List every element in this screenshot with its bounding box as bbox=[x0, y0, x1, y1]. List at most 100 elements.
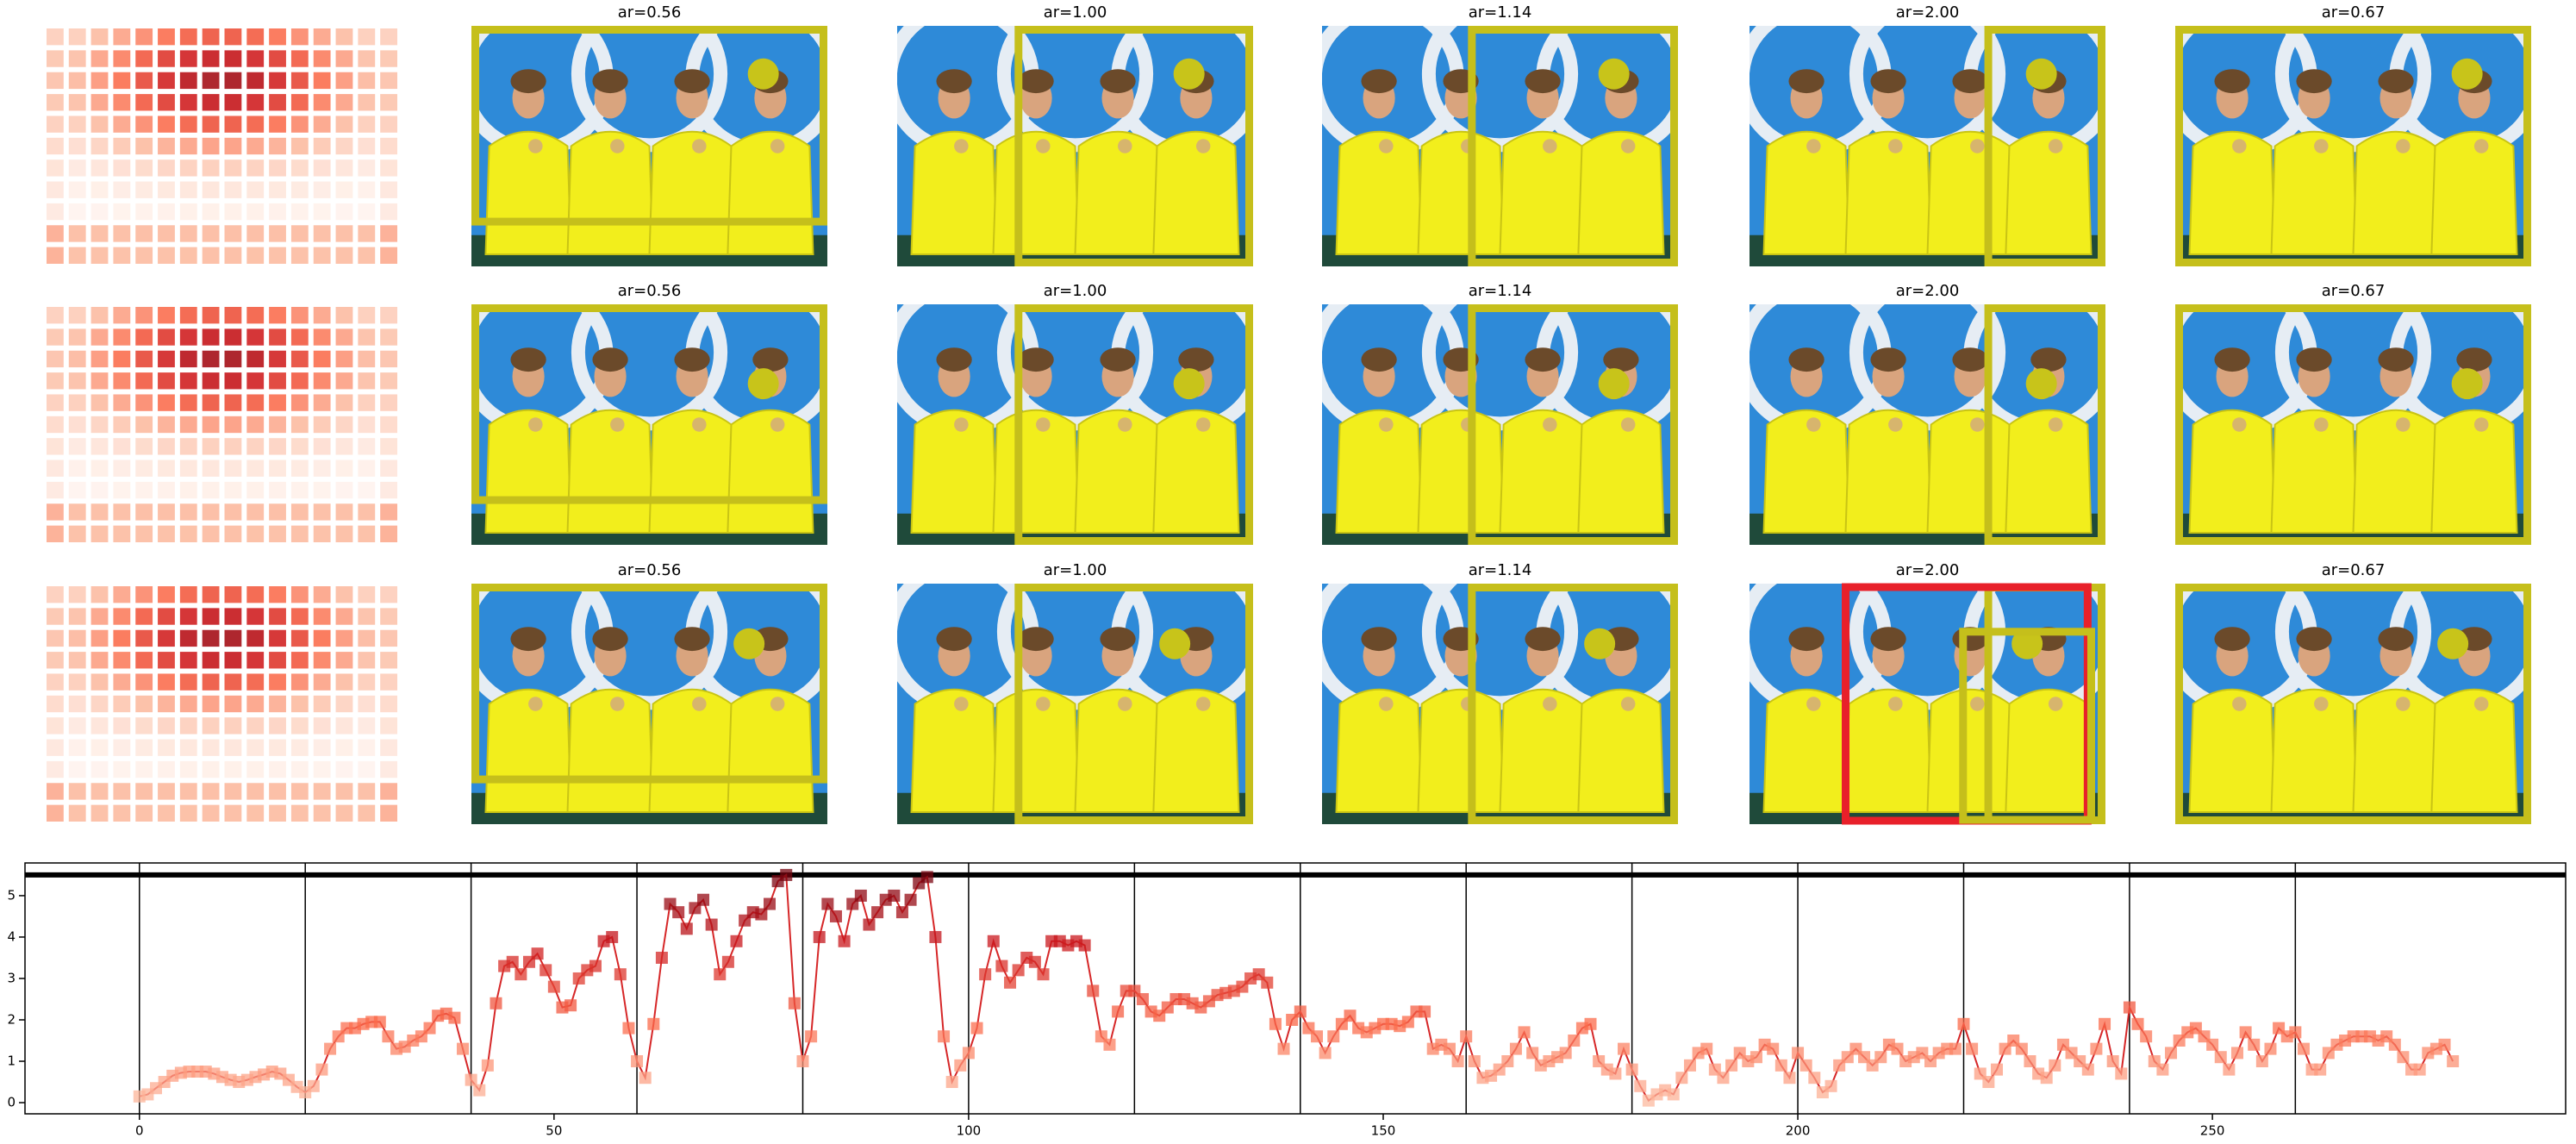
heatmap-cell bbox=[47, 181, 64, 198]
heatmap-cell bbox=[47, 350, 64, 368]
heatmap-cell bbox=[224, 94, 242, 111]
point-marker bbox=[639, 1072, 652, 1085]
crop-box bbox=[1014, 584, 1254, 824]
heatmap-cell bbox=[290, 804, 309, 822]
point-marker bbox=[2106, 1055, 2119, 1068]
heatmap-cell bbox=[90, 159, 109, 177]
heatmap-cell bbox=[224, 629, 242, 647]
heatmap-cell bbox=[269, 503, 286, 521]
heatmap-cell bbox=[90, 503, 109, 521]
y-tick-label: 0 bbox=[7, 1095, 16, 1110]
jacket bbox=[484, 409, 572, 534]
panel-title: ar=0.56 bbox=[618, 3, 682, 22]
heatmap-cell bbox=[202, 416, 220, 434]
heatmap-cell bbox=[246, 739, 265, 756]
heatmap-cell bbox=[90, 652, 109, 669]
heatmap-cell bbox=[113, 350, 131, 368]
heatmap-cell bbox=[269, 137, 286, 155]
point-marker bbox=[2156, 1063, 2169, 1076]
heatmap-cell bbox=[335, 50, 353, 67]
jacket bbox=[1762, 130, 1850, 256]
heatmap-cell bbox=[68, 717, 86, 735]
panel-title: ar=0.67 bbox=[2322, 3, 2386, 22]
jacket bbox=[1335, 409, 1423, 534]
heatmap-cell bbox=[358, 247, 376, 264]
point-marker bbox=[2314, 1063, 2327, 1076]
heatmap-cell bbox=[158, 394, 175, 411]
jacket bbox=[2005, 688, 2093, 814]
heatmap-cell bbox=[179, 94, 197, 111]
point-marker bbox=[672, 906, 685, 919]
heatmap-cell bbox=[47, 438, 64, 455]
heatmap-cell bbox=[358, 804, 376, 822]
heatmap-cell bbox=[202, 203, 220, 221]
jacket bbox=[484, 688, 572, 814]
medal bbox=[2473, 417, 2489, 432]
heatmap-cell bbox=[335, 225, 353, 242]
heatmap-cell bbox=[68, 695, 86, 713]
heatmap-cell bbox=[380, 717, 397, 735]
heatmap-cell bbox=[269, 652, 286, 669]
heatmap-cell bbox=[380, 629, 397, 647]
heatmap-cell bbox=[246, 760, 265, 778]
heatmap-cell bbox=[68, 247, 86, 264]
heatmap-cell bbox=[47, 673, 64, 691]
heatmap-cell bbox=[68, 203, 86, 221]
heatmap-cell bbox=[269, 181, 286, 198]
marker-dot bbox=[747, 58, 779, 90]
heatmap-cell bbox=[313, 652, 331, 669]
point-marker bbox=[838, 935, 851, 947]
jacket bbox=[992, 688, 1080, 814]
heatmap-cell bbox=[158, 116, 175, 133]
heatmap-cell bbox=[113, 307, 131, 324]
jacket bbox=[727, 130, 814, 256]
marker-dot bbox=[2451, 368, 2483, 400]
heatmap-cell bbox=[68, 608, 86, 625]
heatmap-cell bbox=[224, 438, 242, 455]
hair bbox=[1361, 69, 1397, 94]
heatmap-cell bbox=[113, 116, 131, 133]
point-marker bbox=[1618, 1042, 1631, 1055]
heatmap-cell bbox=[90, 328, 109, 346]
heatmap-cell bbox=[135, 416, 153, 434]
point-marker bbox=[1717, 1072, 1730, 1085]
heatmap-cell bbox=[68, 372, 86, 390]
heatmap-cell bbox=[135, 652, 153, 669]
marker-dot bbox=[2025, 58, 2057, 90]
point-marker bbox=[1311, 1030, 1324, 1043]
heatmap-cell bbox=[90, 28, 109, 46]
heatmap-cell bbox=[202, 652, 220, 669]
medal bbox=[2314, 417, 2329, 432]
jacket bbox=[2352, 409, 2440, 534]
jacket bbox=[2188, 688, 2276, 814]
heatmap-cell bbox=[380, 72, 397, 90]
jacket bbox=[2430, 688, 2518, 814]
photo bbox=[897, 304, 1253, 545]
jacket bbox=[648, 409, 736, 534]
heatmap-cell bbox=[358, 394, 376, 411]
heatmap-cell bbox=[135, 116, 153, 133]
point-marker bbox=[2140, 1030, 2153, 1043]
point-marker bbox=[871, 906, 884, 919]
hair bbox=[1870, 627, 1906, 652]
point-marker bbox=[647, 1017, 660, 1030]
jacket bbox=[1844, 130, 1932, 256]
heatmap-cell bbox=[380, 804, 397, 822]
heatmap-cell bbox=[179, 586, 197, 603]
medal bbox=[1036, 697, 1051, 711]
crop-box bbox=[1468, 26, 1678, 266]
heatmap-cell bbox=[380, 695, 397, 713]
heatmap-cell bbox=[47, 116, 64, 133]
point-marker bbox=[1808, 1072, 1821, 1085]
heatmap-cell bbox=[68, 328, 86, 346]
medal bbox=[1543, 417, 1557, 432]
heatmap-cell bbox=[68, 181, 86, 198]
heatmap-cell bbox=[269, 116, 286, 133]
heatmap-cell bbox=[135, 350, 153, 368]
heatmap-cell bbox=[358, 673, 376, 691]
point-marker bbox=[1460, 1030, 1473, 1043]
medal bbox=[1036, 417, 1051, 432]
heatmap-cell bbox=[380, 608, 397, 625]
heatmap-cell bbox=[380, 783, 397, 800]
heatmap-cell bbox=[335, 247, 353, 264]
